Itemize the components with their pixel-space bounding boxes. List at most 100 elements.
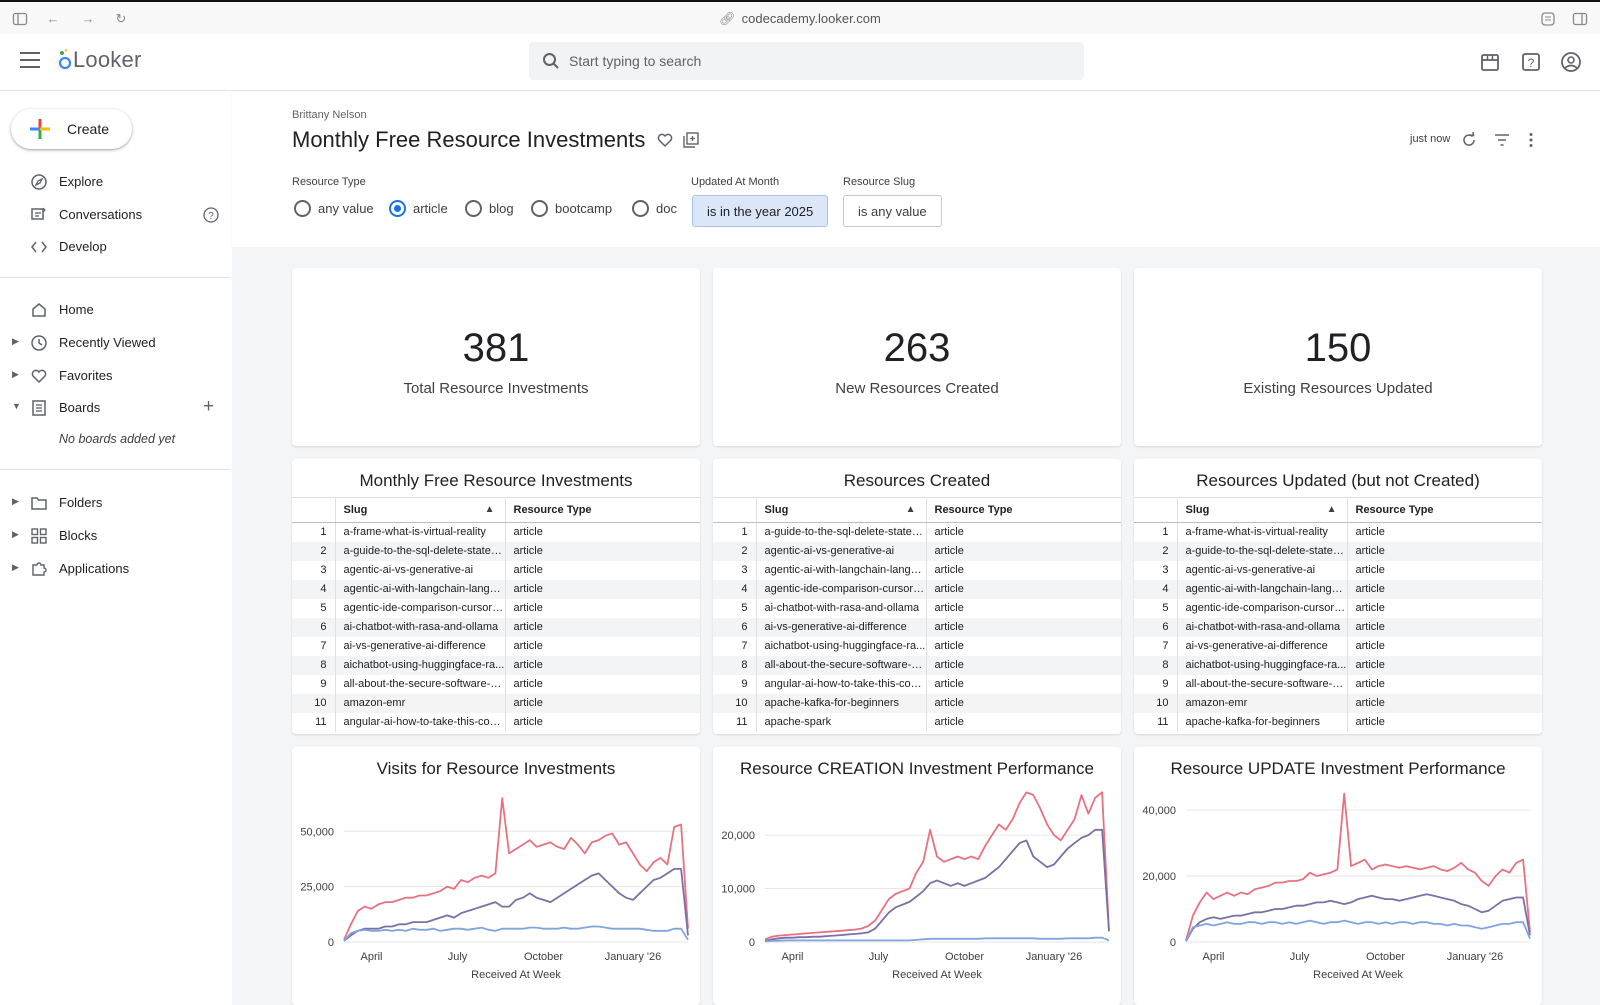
table-row[interactable]: 11 angular-ai-how-to-take-this-cour... art… (292, 712, 700, 732)
series-line-3[interactable] (343, 925, 689, 942)
expand-caret-icon[interactable]: ▶ (12, 336, 19, 346)
table-row[interactable]: 5 ai-chatbot-with-rasa-and-ollama article (713, 598, 1121, 618)
sidebar-item-conversations[interactable]: Conversations ? (0, 200, 232, 230)
table-tile[interactable]: Resources Updated (but not Created) Slug… (1134, 459, 1542, 734)
split-view-icon[interactable] (1572, 11, 1588, 27)
series-line-1[interactable] (343, 797, 689, 941)
table-row[interactable]: 9 all-about-the-secure-software-d... artic… (292, 674, 700, 694)
slug-cell[interactable]: apache-kafka-for-beginners (1177, 712, 1348, 732)
table-row[interactable]: 5 agentic-ide-comparison-cursor-... articl… (1134, 598, 1542, 618)
table-row[interactable]: 3 agentic-ai-vs-generative-ai article (292, 560, 700, 580)
slug-cell[interactable]: ai-chatbot-with-rasa-and-ollama (756, 598, 927, 618)
expand-caret-icon[interactable]: ▶ (12, 496, 19, 506)
slug-cell[interactable]: angular-ai-how-to-take-this-cour... (335, 712, 506, 732)
sidebar-item-recently-viewed[interactable]: ▶ Recently Viewed (0, 328, 232, 358)
table-row[interactable]: 1 a-frame-what-is-virtual-reality article (1134, 522, 1542, 542)
slug-cell[interactable]: amazon-emr (335, 693, 506, 713)
table-row[interactable]: 9 angular-ai-how-to-take-this-cour... arti… (713, 674, 1121, 694)
table-tile[interactable]: Resources Created Slug ▲ Resource Type 1 a-g… (713, 459, 1121, 734)
table-row[interactable]: 4 agentic-ai-with-langchain-langgr... arti… (1134, 579, 1542, 599)
help-icon[interactable]: ? (1520, 51, 1542, 73)
hamburger-menu-icon[interactable] (20, 52, 40, 68)
slug-cell[interactable]: a-frame-what-is-virtual-reality (1177, 522, 1348, 542)
kpi-tile[interactable]: 150 Existing Resources Updated (1134, 268, 1542, 446)
column-header-resource-type[interactable]: Resource Type (1347, 497, 1542, 523)
favorite-heart-icon[interactable] (656, 131, 674, 149)
chart-tile[interactable]: 0 25,000 50,000 April July October January '26… (292, 747, 700, 1005)
address-bar[interactable]: 🔗︎ codecademy.looker.com (0, 11, 1600, 27)
slug-cell[interactable]: ai-vs-generative-ai-difference (756, 617, 927, 637)
table-row[interactable]: 3 agentic-ai-with-langchain-langgr... arti… (713, 560, 1121, 580)
table-row[interactable]: 8 aichatbot-using-huggingface-ra... articl… (292, 655, 700, 675)
looker-logo[interactable]: Looker (57, 47, 141, 73)
radio-circle[interactable] (465, 200, 482, 217)
collapse-caret-icon[interactable]: ▼ (12, 401, 21, 411)
expand-caret-icon[interactable]: ▶ (12, 529, 19, 539)
forward-icon[interactable]: → (81, 11, 95, 26)
table-row[interactable]: 3 agentic-ai-vs-generative-ai article (1134, 560, 1542, 580)
series-line-3[interactable] (764, 936, 1110, 943)
table-row[interactable]: 1 a-guide-to-the-sql-delete-statem... arti… (713, 522, 1121, 542)
kpi-tile[interactable]: 263 New Resources Created (713, 268, 1121, 446)
table-row[interactable]: 2 agentic-ai-vs-generative-ai article (713, 541, 1121, 561)
slug-cell[interactable]: agentic-ai-with-langchain-langgr... (335, 579, 506, 599)
sidebar-item-folders[interactable]: ▶ Folders (0, 488, 232, 518)
table-row[interactable]: 4 agentic-ai-with-langchain-langgr... arti… (292, 579, 700, 599)
radio-circle[interactable] (531, 200, 548, 217)
table-row[interactable]: 10 amazon-emr article (1134, 693, 1542, 713)
table-row[interactable]: 10 amazon-emr article (292, 693, 700, 713)
slug-cell[interactable]: agentic-ai-vs-generative-ai (335, 560, 506, 580)
marketplace-icon[interactable] (1479, 51, 1501, 73)
more-vert-icon[interactable] (1522, 131, 1540, 149)
table-row[interactable]: 2 a-guide-to-the-sql-delete-statem... arti… (1134, 541, 1542, 561)
sort-ascending-icon[interactable]: ▲ (484, 504, 495, 515)
slug-cell[interactable]: agentic-ide-comparison-cursor-... (335, 598, 506, 618)
filter-icon[interactable] (1493, 131, 1511, 149)
slug-cell[interactable]: aichatbot-using-huggingface-ra... (1177, 655, 1348, 675)
sidebar-item-develop[interactable]: Develop (0, 232, 232, 262)
sort-ascending-icon[interactable]: ▲ (905, 504, 916, 515)
table-row[interactable]: 7 ai-vs-generative-ai-difference article (1134, 636, 1542, 656)
series-line-2[interactable] (343, 868, 689, 942)
expand-caret-icon[interactable]: ▶ (12, 562, 19, 572)
slug-cell[interactable]: angular-ai-how-to-take-this-cour... (756, 674, 927, 694)
table-row[interactable]: 6 ai-chatbot-with-rasa-and-ollama article (292, 617, 700, 637)
slug-cell[interactable]: a-guide-to-the-sql-delete-statem... (1177, 541, 1348, 561)
radio-circle-selected[interactable] (389, 200, 406, 217)
chart-tile[interactable]: 0 10,000 20,000 April July October January '26… (713, 747, 1121, 1005)
table-row[interactable]: 5 agentic-ide-comparison-cursor-... articl… (292, 598, 700, 618)
slug-cell[interactable]: agentic-ai-with-langchain-langgr... (1177, 579, 1348, 599)
table-row[interactable]: 8 aichatbot-using-huggingface-ra... articl… (1134, 655, 1542, 675)
column-header-slug[interactable]: Slug ▲ (1177, 497, 1348, 523)
reload-icon[interactable]: ↻ (115, 11, 127, 26)
slug-cell[interactable]: ai-chatbot-with-rasa-and-ollama (335, 617, 506, 637)
reader-icon[interactable] (1540, 11, 1556, 27)
radio-circle[interactable] (294, 200, 311, 217)
column-header-slug[interactable]: Slug ▲ (756, 497, 927, 523)
slug-cell[interactable]: aichatbot-using-huggingface-ra... (335, 655, 506, 675)
sidebar-item-boards[interactable]: ▼ Boards + (0, 393, 232, 423)
table-row[interactable]: 6 ai-chatbot-with-rasa-and-ollama article (1134, 617, 1542, 637)
refresh-icon[interactable] (1460, 131, 1478, 149)
series-line-1[interactable] (1185, 792, 1531, 941)
slug-cell[interactable]: ai-vs-generative-ai-difference (1177, 636, 1348, 656)
slug-cell[interactable]: all-about-the-secure-software-d... (1177, 674, 1348, 694)
create-button[interactable]: Create (11, 109, 132, 149)
filter-resource-slug[interactable]: is any value (843, 195, 942, 227)
sidebar-item-blocks[interactable]: ▶ Blocks (0, 521, 232, 551)
kpi-tile[interactable]: 381 Total Resource Investments (292, 268, 700, 446)
slug-cell[interactable]: agentic-ide-comparison-cursor-... (1177, 598, 1348, 618)
slug-cell[interactable]: agentic-ai-vs-generative-ai (1177, 560, 1348, 580)
table-row[interactable]: 9 all-about-the-secure-software-d... artic… (1134, 674, 1542, 694)
slug-cell[interactable]: a-guide-to-the-sql-delete-statem... (335, 541, 506, 561)
slug-cell[interactable]: agentic-ai-with-langchain-langgr... (756, 560, 927, 580)
series-line-2[interactable] (764, 828, 1110, 942)
slug-cell[interactable]: ai-chatbot-with-rasa-and-ollama (1177, 617, 1348, 637)
table-row[interactable]: 1 a-frame-what-is-virtual-reality article (292, 522, 700, 542)
table-row[interactable]: 7 aichatbot-using-huggingface-ra... articl… (713, 636, 1121, 656)
column-header-resource-type[interactable]: Resource Type (505, 497, 700, 523)
table-row[interactable]: 11 apache-spark article (713, 712, 1121, 732)
slug-cell[interactable]: agentic-ide-comparison-cursor-... (756, 579, 927, 599)
slug-cell[interactable]: a-guide-to-the-sql-delete-statem... (756, 522, 927, 542)
table-tile[interactable]: Monthly Free Resource Investments Slug ▲ R… (292, 459, 700, 734)
